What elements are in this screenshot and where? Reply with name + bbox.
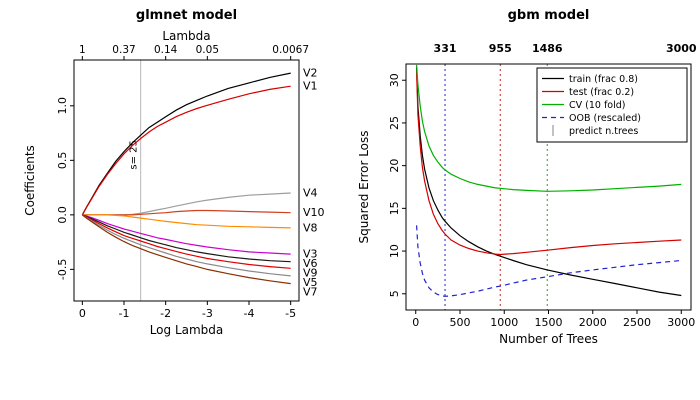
glmnet-series-label-V4: V4: [303, 187, 318, 200]
glmnet-x-tick-label: -1: [119, 307, 130, 320]
gbm-top-label-3000: 3000: [666, 42, 697, 55]
glmnet-series-label-V2: V2: [303, 67, 318, 80]
gbm-series-CV (10 fold): [416, 64, 682, 192]
glmnet-plot-box: [73, 59, 300, 302]
gbm-series-train (frac 0.8): [416, 67, 682, 297]
glmnet-series-V9: [82, 214, 291, 269]
glmnet-series-label-V7: V7: [303, 286, 318, 299]
gbm-y-tick-label: 20: [388, 159, 401, 173]
glmnet-series-V8: [82, 214, 291, 229]
glmnet-series-V3: [82, 214, 291, 255]
gbm-xlabel: Number of Trees: [499, 332, 598, 346]
glmnet-series-label-V8: V8: [303, 221, 318, 234]
glmnet-y-tick-label: 0.0: [56, 206, 69, 224]
glmnet-top-tick-label: 0.14: [154, 44, 178, 56]
glmnet-top-tick-label: 1: [79, 44, 86, 56]
glmnet-top-axis-label: Lambda: [162, 29, 210, 43]
glmnet-series-label-V5: V5: [303, 276, 318, 289]
glmnet-x-tick-label: -4: [244, 307, 255, 320]
glmnet-series-V1: [81, 85, 291, 216]
glmnet-top-tick-label: 0.37: [112, 44, 135, 56]
glmnet-series-label-V9: V9: [303, 267, 318, 280]
gbm-series-test (frac 0.2): [416, 71, 682, 256]
glmnet-x-tick-label: -5: [285, 307, 296, 320]
gbm-plot-title: gbm model: [507, 8, 590, 23]
gbm-x-tick-label: 1000: [490, 316, 518, 329]
gbm-legend-label: test (frac 0.2): [569, 87, 634, 98]
glmnet-series-V7: [81, 214, 291, 285]
glmnet-top-tick-label: 0.05: [196, 44, 219, 56]
gbm-y-tick-label: 5: [388, 290, 401, 297]
gbm-legend-label: train (frac 0.8): [569, 74, 638, 85]
gbm-x-tick-label: 0: [412, 316, 419, 329]
gbm-y-tick-label: 25: [388, 116, 401, 130]
glmnet-x-tick-label: -2: [160, 307, 171, 320]
gbm-y-tick-label: 10: [388, 244, 401, 258]
glmnet-top-tick-label: 0.0067: [272, 44, 309, 56]
glmnet-series-label-V3: V3: [303, 248, 318, 261]
gbm-x-tick-label: 2500: [623, 316, 651, 329]
glmnet-series-V6: [82, 214, 291, 263]
gbm-ylabel: Squared Error Loss: [357, 130, 371, 243]
gbm-top-label-955: 955: [489, 42, 512, 55]
glmnet-y-tick-label: 0.5: [56, 152, 69, 170]
glmnet-series-label-V10: V10: [303, 206, 325, 219]
glmnet-series-V10: [82, 209, 291, 216]
gbm-y-tick-label: 30: [388, 73, 401, 87]
glmnet-x-tick-label: -3: [202, 307, 213, 320]
glmnet-series-V5: [81, 214, 291, 277]
glmnet-plot-title: glmnet model: [135, 8, 238, 23]
gbm-legend-label: OOB (rescaled): [569, 113, 641, 124]
glmnet-y-tick-label: 1.0: [56, 97, 69, 115]
glmnet-ylabel: Coefficients: [23, 145, 37, 216]
gbm-top-label-1486: 1486: [532, 42, 563, 55]
gbm-x-tick-label: 3000: [667, 316, 695, 329]
gbm-series-OOB (rescaled): [416, 225, 682, 297]
glmnet-series-V2: [81, 72, 291, 216]
gbm-x-tick-label: 2000: [579, 316, 607, 329]
glmnet-series-label-V1: V1: [303, 80, 318, 93]
gbm-y-tick-label: 15: [388, 201, 401, 215]
glmnet-x-tick-label: 0: [79, 307, 86, 320]
glmnet-xlabel: Log Lambda: [150, 323, 224, 337]
gbm-legend-label: CV (10 fold): [569, 100, 626, 111]
gbm-chart: 331 955 1486 3000 0 500 1000 1500 2000 2500 3000 Nu…: [357, 42, 697, 346]
glmnet-series-label-V6: V6: [303, 257, 318, 270]
glmnet-s-line-label: s= 25: [129, 140, 140, 170]
gbm-top-label-331: 331: [434, 42, 457, 55]
gbm-legend-label: predict n.trees: [569, 126, 638, 137]
gbm-x-tick-label: 1500: [535, 316, 563, 329]
gbm-x-tick-label: 500: [449, 316, 470, 329]
glmnet-y-tick-label: -0.5: [56, 259, 69, 280]
